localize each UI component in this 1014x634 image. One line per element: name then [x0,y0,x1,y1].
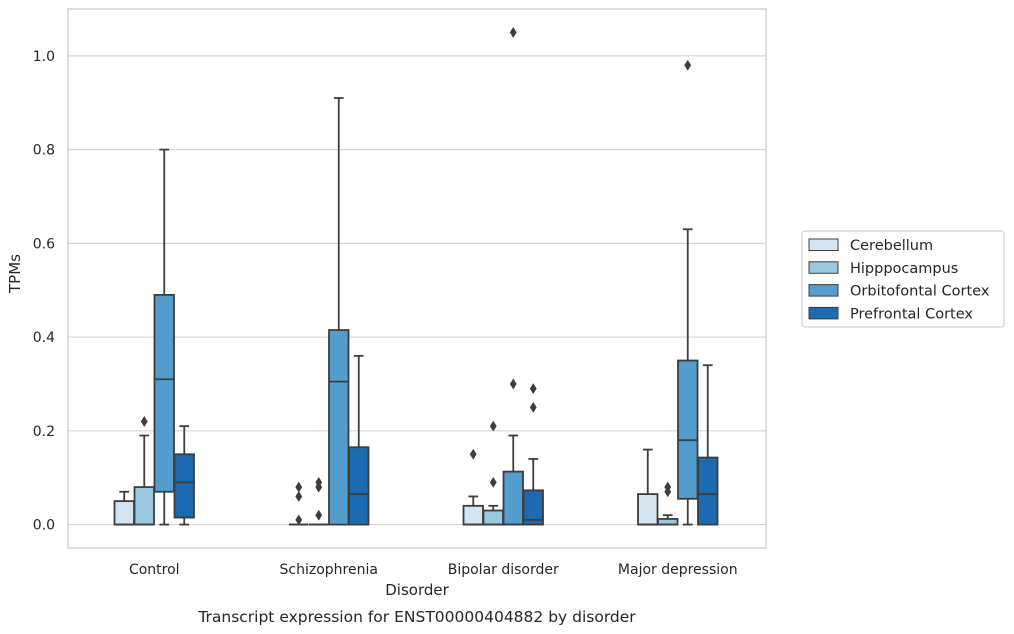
legend-swatch [808,238,839,251]
box-group [677,59,699,526]
box-group [173,425,195,526]
box-group [153,148,175,526]
plot-frame [67,8,767,549]
box [482,509,504,526]
box-group [637,448,659,526]
y-tick-label: 0.4 [33,330,55,346]
legend-swatch [808,261,839,274]
x-tick-label: Schizophrenia [280,562,378,578]
box-group [657,481,679,526]
chart-caption: Transcript expression for ENST0000040488… [197,608,636,626]
legend-swatch [808,306,839,320]
box-group [522,383,544,526]
y-tick-label: 0.8 [33,143,55,159]
outlier-point [140,416,148,427]
box [502,470,524,526]
outlier-point [315,509,323,521]
box [328,329,350,526]
box [462,504,484,526]
box-group [697,364,719,526]
x-tick-label: Bipolar disorder [448,562,559,578]
box-group [502,27,524,526]
legend-label: Cerebellum [850,238,933,254]
y-axis-label: TPMs [6,254,24,294]
y-tick-label: 1.0 [33,49,55,65]
y-tick-label: 0.6 [33,236,55,252]
outlier-point [295,481,303,493]
box [697,456,719,526]
outlier-point [664,481,672,493]
box-group [133,416,155,526]
x-axis-label: Disorder [385,581,449,599]
box [348,446,370,526]
outlier-point [509,378,517,390]
outlier-point [295,491,303,502]
y-tick-labels: 0.0 0.2 0.4 0.6 0.8 1.0 [33,49,55,534]
box [153,294,175,493]
legend-label: Hipppocampus [850,261,958,277]
box-group [348,354,370,526]
outlier-point [489,476,497,488]
outlier-point [684,59,692,71]
legend-swatch [808,284,839,297]
box [637,493,659,526]
x-tick-label: Control [129,562,180,578]
legend-frame [801,230,1005,328]
box-group [289,481,309,526]
outlier-point [509,27,517,38]
legend: Cerebellum Hipppocampus Orbitofontal Corte… [801,230,1005,328]
box [677,359,699,500]
box-group [328,97,350,526]
x-tick-label: Major depression [618,562,738,578]
box-groups [113,27,719,526]
outlier-point [529,383,537,395]
outlier-point [529,401,537,413]
y-tick-label: 0.0 [33,518,55,534]
outlier-point [489,420,497,432]
box [133,486,155,526]
x-tick-labels: Control Schizophrenia Bipolar disorder Majo… [129,562,738,578]
outlier-point [295,514,303,526]
legend-label: Orbitofontal Cortex [850,284,990,300]
box [113,500,135,526]
box-group [482,420,504,526]
box-group [462,448,484,526]
outlier-point [469,448,477,460]
outlier-point [315,476,323,488]
box [173,453,195,519]
y-tick-label: 0.2 [33,424,55,440]
box [522,489,544,526]
legend-label: Prefrontal Cortex [850,306,973,322]
box-group [113,490,135,526]
box-group [309,476,329,526]
